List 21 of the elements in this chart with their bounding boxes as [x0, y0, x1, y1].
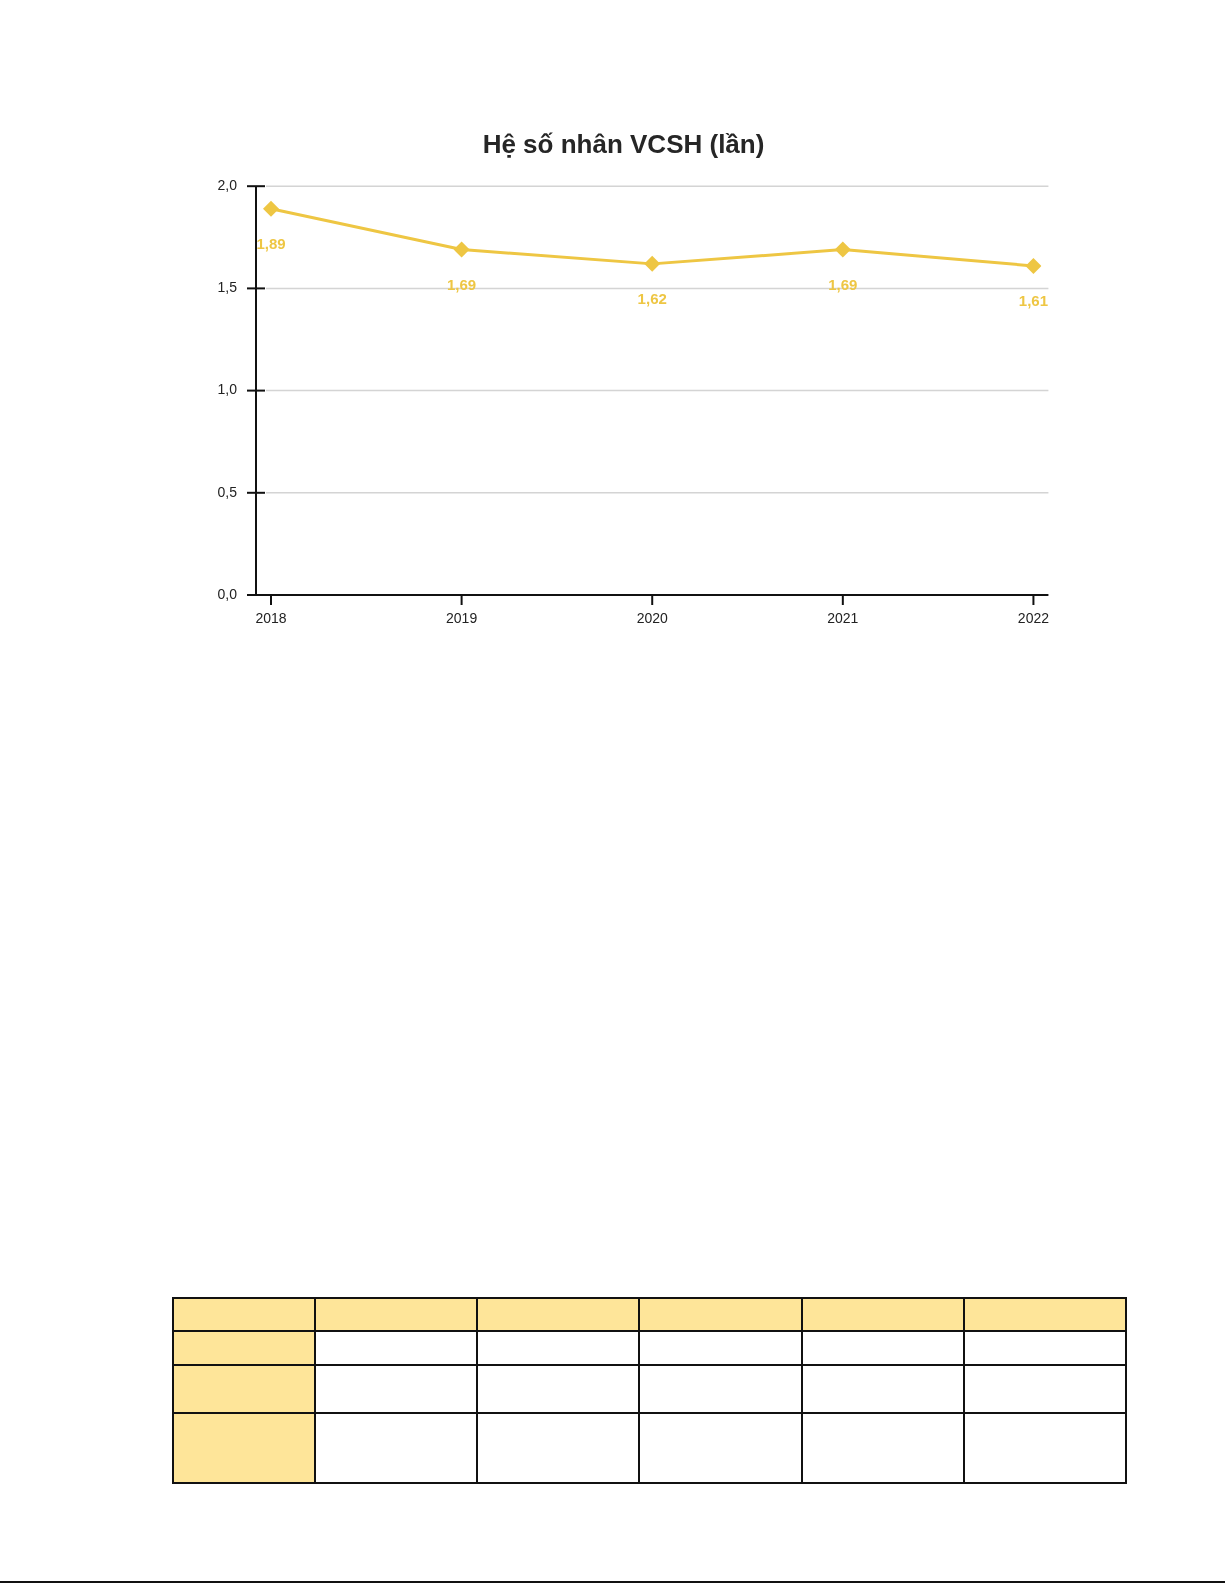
y-tick-label: 1,5: [217, 279, 238, 296]
y-tick-label: 0,0: [217, 585, 238, 602]
x-tick-label: 2021: [827, 610, 859, 627]
x-tick-label: 2022: [1017, 610, 1050, 627]
point: [1025, 257, 1042, 274]
chart-title: Hệ số nhân VCSH (lần): [482, 128, 765, 159]
data-label: 1,62: [637, 290, 667, 308]
point: [453, 241, 470, 258]
data-label: 1,89: [256, 234, 286, 252]
y-tick-label: 0,5: [217, 483, 238, 500]
data-label: 1,61: [1018, 292, 1049, 310]
point: [263, 200, 279, 217]
data-label: 1,69: [828, 275, 858, 293]
x-tick-label: 2019: [446, 610, 478, 627]
y-tick-label: 2,0: [217, 177, 238, 194]
data-label: 1,69: [447, 275, 477, 293]
y-tick-label: 1,0: [217, 381, 238, 398]
x-tick-label: 2018: [255, 610, 287, 627]
point: [644, 255, 661, 272]
point: [834, 241, 851, 258]
x-tick-label: 2020: [636, 610, 668, 627]
